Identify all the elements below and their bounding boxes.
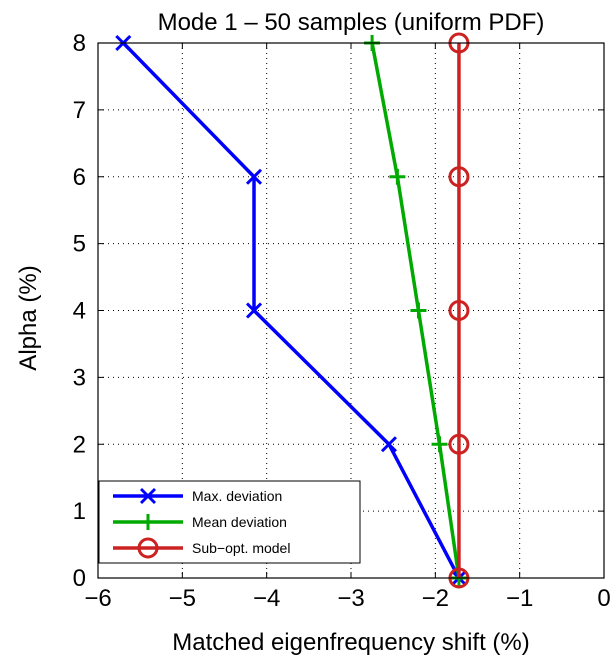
series-sub-opt-model — [448, 32, 470, 589]
x-tick-label: −1 — [506, 585, 533, 612]
data-point — [448, 166, 470, 188]
legend-swatch-marker — [137, 537, 159, 559]
y-tick-label: 6 — [73, 164, 86, 191]
y-tick-label: 5 — [73, 231, 86, 258]
y-axis-label: Alpha (%) — [15, 265, 42, 370]
x-tick-label: −3 — [337, 585, 364, 612]
x-axis-label: Matched eigenfrequency shift (%) — [172, 629, 530, 656]
y-tick-label: 8 — [73, 30, 86, 57]
series-mean-deviation — [364, 35, 467, 586]
legend: Max. deviation Mean deviation Sub−opt. mod… — [98, 480, 361, 564]
x-tick-label: −6 — [84, 585, 111, 612]
x-tick-label: 0 — [597, 585, 610, 612]
data-point — [431, 436, 448, 453]
chart-title: Mode 1 – 50 samples (uniform PDF) — [158, 9, 545, 36]
legend-swatch-marker — [139, 487, 157, 505]
y-tick-label: 4 — [73, 298, 86, 325]
data-point — [245, 302, 263, 319]
x-tick-label: −5 — [169, 585, 196, 612]
legend-swatch-marker — [140, 514, 156, 530]
marker-stroke — [245, 302, 263, 319]
legend-item-mean-deviation: Mean deviation — [113, 514, 287, 530]
marker-stroke — [380, 436, 398, 453]
y-tick-label: 1 — [73, 498, 86, 525]
data-point — [380, 436, 398, 453]
data-point — [389, 168, 406, 185]
y-tick-label: 3 — [73, 364, 86, 391]
data-point — [245, 168, 263, 185]
legend-label: Sub−opt. model — [192, 540, 290, 556]
x-tick-label: −2 — [422, 585, 449, 612]
y-tick-label: 7 — [73, 97, 86, 124]
data-point — [410, 302, 427, 319]
y-tick-label: 2 — [73, 431, 86, 458]
marker-stroke — [139, 487, 157, 505]
y-tick-label: 0 — [73, 565, 86, 592]
tick-layer: −6 −5 −4 −3 −2 −1 0 0 1 2 3 4 5 6 7 8 — [73, 30, 611, 612]
legend-label: Max. deviation — [192, 488, 282, 504]
marker-stroke — [245, 168, 263, 185]
data-point — [448, 300, 470, 321]
legend-label: Mean deviation — [192, 514, 287, 530]
legend-item-sub-opt-model: Sub−opt. model — [113, 537, 290, 559]
legend-item-max-deviation: Max. deviation — [113, 487, 282, 505]
data-point — [448, 433, 470, 455]
x-tick-label: −4 — [253, 585, 280, 612]
